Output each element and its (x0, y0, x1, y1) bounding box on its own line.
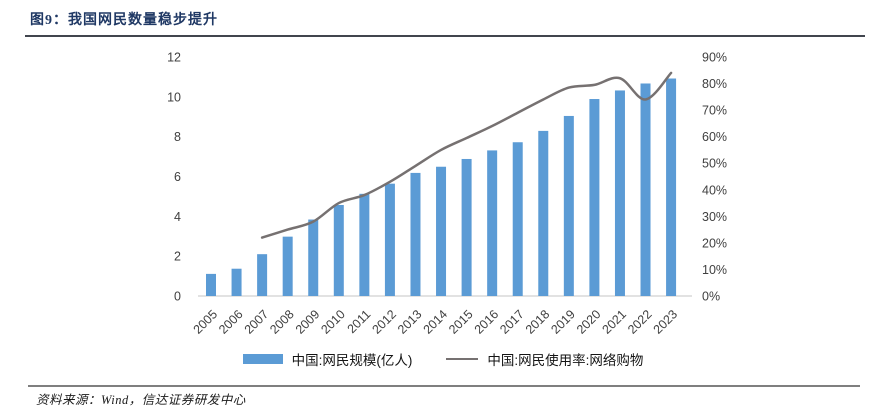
bar-2011 (359, 193, 370, 296)
x-axis-label-2022: 2022 (625, 307, 655, 337)
bar-2017 (512, 142, 523, 296)
bar-2014 (436, 166, 447, 296)
right-axis-tick: 60% (702, 130, 727, 144)
source-note: 资料来源：Wind，信达证券研发中心 (36, 393, 246, 407)
footer-divider (28, 385, 860, 387)
bar-2009 (308, 219, 319, 296)
x-axis-label-2016: 2016 (472, 307, 502, 337)
right-axis-tick: 50% (702, 157, 727, 171)
figure-title: 图9：我国网民数量稳步提升 (30, 13, 218, 28)
x-axis-label-2013: 2013 (395, 307, 425, 337)
left-axis-tick: 12 (167, 51, 181, 65)
right-axis-tick: 40% (702, 183, 727, 197)
legend-item-bar: 中国:网民规模(亿人) (242, 349, 413, 369)
bar-2013 (410, 172, 421, 296)
bar-2018 (538, 130, 549, 296)
legend-item-line: 中国:网民使用率:网络购物 (446, 349, 643, 369)
bar-swatch-icon (242, 354, 283, 364)
legend-label-line: 中国:网民使用率:网络购物 (487, 353, 644, 368)
bar-2007 (257, 254, 268, 296)
x-axis-label-2017: 2017 (497, 307, 527, 337)
x-axis-label-2018: 2018 (523, 307, 553, 337)
bar-2008 (282, 236, 293, 296)
bar-2021 (614, 90, 625, 297)
bar-2005 (206, 273, 216, 296)
x-axis-label-2009: 2009 (293, 307, 323, 337)
right-axis-tick: 20% (702, 236, 727, 250)
left-axis-tick: 8 (174, 130, 181, 144)
bar-2023 (666, 78, 677, 296)
bar-2016 (487, 150, 498, 296)
left-axis-tick: 2 (174, 250, 181, 264)
line-swatch-icon (446, 357, 479, 361)
bar-2010 (333, 204, 344, 296)
right-axis-tick: 30% (702, 210, 727, 224)
x-axis-label-2014: 2014 (421, 307, 451, 337)
left-axis-tick: 4 (174, 210, 181, 224)
bar-2012 (384, 183, 395, 296)
left-axis-tick: 0 (174, 290, 181, 304)
right-axis-tick: 90% (702, 51, 727, 65)
x-axis-label-2020: 2020 (574, 307, 604, 337)
x-axis-label-2008: 2008 (267, 307, 297, 337)
left-axis-tick: 6 (174, 170, 181, 184)
title-divider (25, 35, 865, 37)
bar-2019 (563, 115, 574, 296)
x-axis-label-2010: 2010 (318, 307, 348, 337)
x-axis-label-2021: 2021 (600, 307, 630, 337)
bar-2020 (589, 99, 600, 296)
x-axis-label-2006: 2006 (216, 307, 246, 337)
chart-legend: 中国:网民规模(亿人) 中国:网民使用率:网络购物 (0, 349, 886, 369)
bar-2006 (231, 268, 242, 296)
right-axis-tick: 70% (702, 104, 727, 118)
x-axis-label-2023: 2023 (651, 307, 681, 337)
bar-2022 (640, 83, 651, 296)
bar-2015 (461, 158, 472, 296)
right-axis-tick: 10% (702, 263, 727, 277)
x-axis-label-2019: 2019 (548, 307, 578, 337)
x-axis-label-2007: 2007 (242, 307, 272, 337)
x-axis-label-2005: 2005 (191, 307, 221, 337)
usage-rate-line (260, 71, 673, 239)
right-axis-tick: 80% (702, 77, 727, 91)
left-axis-tick: 10 (167, 90, 181, 104)
x-axis-label-2011: 2011 (345, 307, 374, 336)
x-axis-label-2015: 2015 (446, 307, 476, 337)
legend-label-bar: 中国:网民规模(亿人) (291, 353, 413, 368)
x-axis-label-2012: 2012 (369, 307, 399, 337)
right-axis-tick: 0% (702, 290, 720, 304)
